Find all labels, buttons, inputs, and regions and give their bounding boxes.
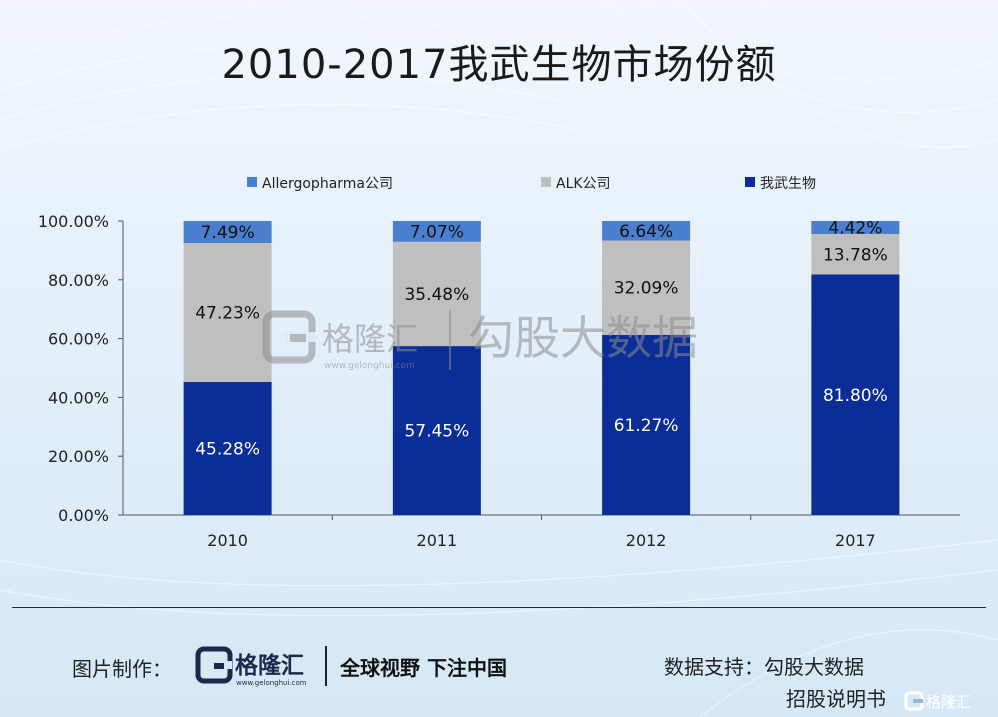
watermark-logo-icon (262, 310, 316, 364)
legend-swatch (247, 177, 257, 187)
x-tick-label: 2012 (626, 531, 667, 550)
footer-slogan: 全球视野 下注中国 (340, 656, 507, 680)
bar-segment (392, 241, 481, 347)
data-label: 7.07% (410, 222, 464, 242)
x-tick-label: 2010 (207, 531, 248, 550)
legend-label: Allergopharma公司 (262, 176, 393, 192)
bar-segment (392, 221, 481, 242)
footer-logo-url: www.gelonghui.com (236, 679, 307, 687)
data-label: 7.49% (201, 223, 255, 243)
bar-segment (183, 221, 272, 244)
corner-logo: 格隆汇 (904, 691, 971, 711)
footer-logo-text: 格隆汇 (235, 652, 304, 679)
data-label: 45.28% (195, 439, 260, 459)
corner-logo-text: 格隆汇 (926, 693, 971, 711)
chart: 0.00% 20.00% 40.00% 60.00% 80.00% 100.00% 45.2… (38, 176, 960, 550)
bar-segment (392, 346, 481, 515)
legend-swatch (541, 177, 551, 187)
x-tick-label: 2011 (417, 531, 458, 550)
y-tick-label: 20.00% (48, 447, 109, 466)
legend-label: 我武生物 (760, 176, 816, 192)
data-label: 47.23% (195, 303, 260, 323)
watermark-brand: 勾股大数据 (468, 311, 698, 365)
footer-logo: 格隆汇 www.gelonghui.com (195, 646, 307, 687)
data-label: 4.42% (828, 218, 882, 238)
gelonghui-logo-icon (195, 646, 233, 684)
footer-separator (325, 646, 327, 686)
bar-segment (183, 243, 272, 382)
data-label: 32.09% (614, 279, 679, 299)
bar-segment (811, 274, 900, 515)
data-label: 13.78% (823, 245, 888, 265)
y-tick-label: 60.00% (48, 330, 109, 349)
watermark: 格隆汇 www.gelonghui.com 勾股大数据 (262, 310, 698, 371)
y-tick-label: 80.00% (48, 271, 109, 290)
data-label: 6.64% (619, 222, 673, 242)
footer-data-source: 数据支持：勾股大数据 (664, 655, 864, 679)
chart-title: 2010-2017我武生物市场份额 (221, 42, 777, 88)
y-tick-label: 40.00% (48, 388, 109, 407)
legend-label: ALK公司 (556, 176, 611, 192)
corner-logo-icon (904, 691, 924, 711)
data-label: 81.80% (823, 386, 888, 406)
footer-made-by: 图片制作： (72, 657, 172, 681)
data-label: 61.27% (614, 416, 679, 436)
bar-segment (602, 221, 691, 241)
y-tick-label: 100.00% (38, 212, 109, 231)
data-label: 35.48% (404, 285, 469, 305)
y-tick-label: 0.00% (58, 506, 109, 525)
bar-segment (811, 221, 900, 234)
bar-segment (811, 233, 900, 275)
footer-divider-line (12, 607, 986, 608)
watermark-logo-text: 格隆汇 (322, 320, 418, 358)
footer-data-source-2: 招股说明书 (786, 687, 886, 711)
bar-segment (602, 334, 691, 515)
bar-segment (183, 381, 272, 515)
data-label: 57.45% (404, 422, 469, 442)
x-tick-label: 2017 (835, 531, 876, 550)
legend-swatch (745, 177, 755, 187)
watermark-url: www.gelonghui.com (324, 361, 415, 371)
bar-segment (602, 240, 691, 335)
